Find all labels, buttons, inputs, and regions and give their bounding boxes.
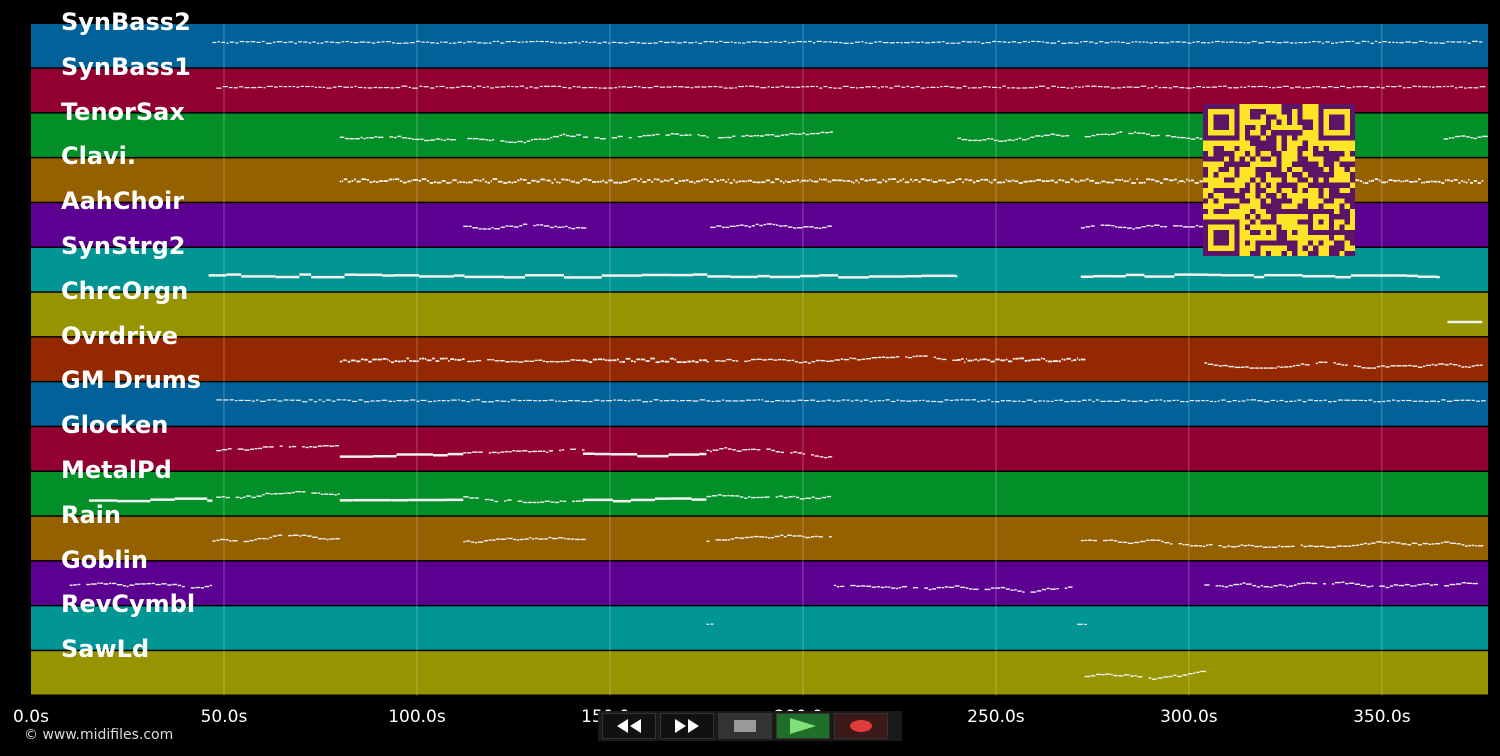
track-lane bbox=[31, 561, 1488, 605]
fast-forward-icon bbox=[675, 719, 699, 733]
time-tick-label: 50.0s bbox=[200, 707, 248, 727]
track-label: RevCymbl bbox=[61, 590, 196, 619]
note-group bbox=[216, 445, 833, 459]
note-group bbox=[216, 399, 1486, 403]
time-tick-label: 300.0s bbox=[1160, 707, 1218, 727]
time-tick-label: 250.0s bbox=[967, 707, 1025, 727]
track-lane bbox=[31, 516, 1488, 561]
note-group bbox=[212, 534, 1484, 548]
note-group bbox=[339, 131, 1488, 144]
note-group bbox=[208, 273, 1440, 279]
record-icon bbox=[850, 720, 872, 732]
track-label: SawLd bbox=[61, 635, 150, 664]
time-tick-label: 0.0s bbox=[13, 707, 49, 727]
track-label: SynBass1 bbox=[61, 52, 191, 81]
track-label: GM Drums bbox=[61, 366, 202, 395]
track-lane bbox=[31, 24, 1488, 68]
rewind-icon bbox=[617, 719, 641, 733]
time-tick-label: 350.0s bbox=[1353, 707, 1411, 727]
note-group bbox=[1084, 670, 1207, 680]
track-label: TenorSax bbox=[61, 97, 185, 126]
play-icon bbox=[790, 718, 816, 734]
playback-controls bbox=[598, 711, 902, 741]
track-label: SynStrg2 bbox=[61, 232, 186, 260]
track-lane bbox=[31, 427, 1488, 471]
note-group bbox=[706, 623, 1088, 626]
stop-icon bbox=[734, 720, 756, 732]
note-group bbox=[216, 85, 1486, 89]
track-label: Goblin bbox=[61, 545, 148, 574]
track-label: ChrcOrgn bbox=[61, 276, 189, 305]
track-label: AahChoir bbox=[61, 187, 185, 216]
record-button[interactable] bbox=[834, 713, 888, 739]
note-group bbox=[463, 223, 1205, 230]
note-group bbox=[69, 581, 1478, 593]
track-lane bbox=[31, 606, 1488, 650]
track-lane bbox=[31, 292, 1488, 337]
track-label: Ovrdrive bbox=[61, 321, 179, 350]
track-label: Glocken bbox=[61, 411, 169, 440]
fast-forward-button[interactable] bbox=[660, 713, 714, 739]
track-label: SynBass2 bbox=[61, 8, 191, 36]
track-lane bbox=[31, 651, 1488, 695]
play-button[interactable] bbox=[776, 713, 830, 739]
stop-button[interactable] bbox=[718, 713, 772, 739]
track-lane bbox=[31, 472, 1488, 516]
copyright-text: © www.midifiles.com bbox=[24, 727, 174, 743]
time-tick-label: 100.0s bbox=[388, 707, 446, 727]
track-label: Clavi. bbox=[61, 142, 137, 171]
track-label: Rain bbox=[61, 500, 121, 529]
note-group bbox=[212, 40, 1483, 44]
note-group bbox=[339, 355, 1483, 369]
rewind-button[interactable] bbox=[602, 713, 656, 739]
note-group bbox=[88, 490, 832, 504]
track-lane bbox=[31, 382, 1488, 426]
track-label: MetalPd bbox=[61, 456, 172, 484]
note-group bbox=[1447, 320, 1483, 324]
qr-code-icon bbox=[1203, 104, 1355, 256]
